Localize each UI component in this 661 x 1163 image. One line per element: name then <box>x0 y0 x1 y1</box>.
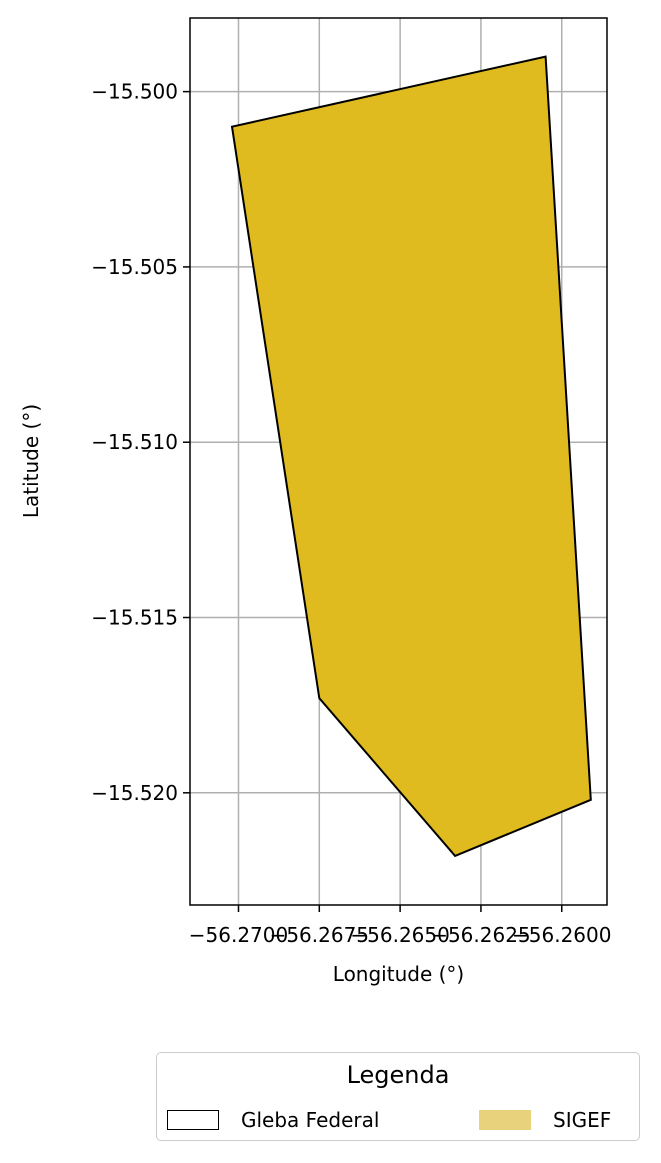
y-tick-label: −15.515 <box>91 606 178 630</box>
x-tick-label: −56.2700 <box>189 923 288 947</box>
x-tick-label: −56.2675 <box>270 923 369 947</box>
axis-ticks: −56.2700−56.2675−56.2650−56.2625−56.2600… <box>91 80 611 947</box>
y-tick-label: −15.520 <box>91 781 178 805</box>
y-tick-label: −15.505 <box>91 255 178 279</box>
legend-entry-sigef: SIGEF <box>479 1105 611 1135</box>
legend-swatch-gleba-federal <box>167 1110 219 1130</box>
plot-frame <box>189 17 608 906</box>
legend-label-gleba-federal: Gleba Federal <box>241 1108 380 1132</box>
x-tick-label: −56.2650 <box>350 923 449 947</box>
data-polygons <box>230 55 592 858</box>
legend-label-sigef: SIGEF <box>553 1108 612 1132</box>
legend-title: Legenda <box>346 1061 450 1089</box>
legend-swatch-sigef <box>479 1110 531 1130</box>
y-axis-label: Latitude (°) <box>19 404 43 518</box>
x-tick-label: −56.2600 <box>512 923 611 947</box>
legend-entry-gleba-federal: Gleba Federal <box>167 1105 379 1135</box>
y-tick-label: −15.510 <box>91 430 178 454</box>
legend: Legenda Gleba Federal SIGEF <box>156 1052 640 1141</box>
y-tick-label: −15.500 <box>91 80 178 104</box>
polygon-sigef <box>230 55 592 858</box>
x-axis-label: Longitude (°) <box>333 962 464 986</box>
x-tick-label: −56.2625 <box>431 923 530 947</box>
